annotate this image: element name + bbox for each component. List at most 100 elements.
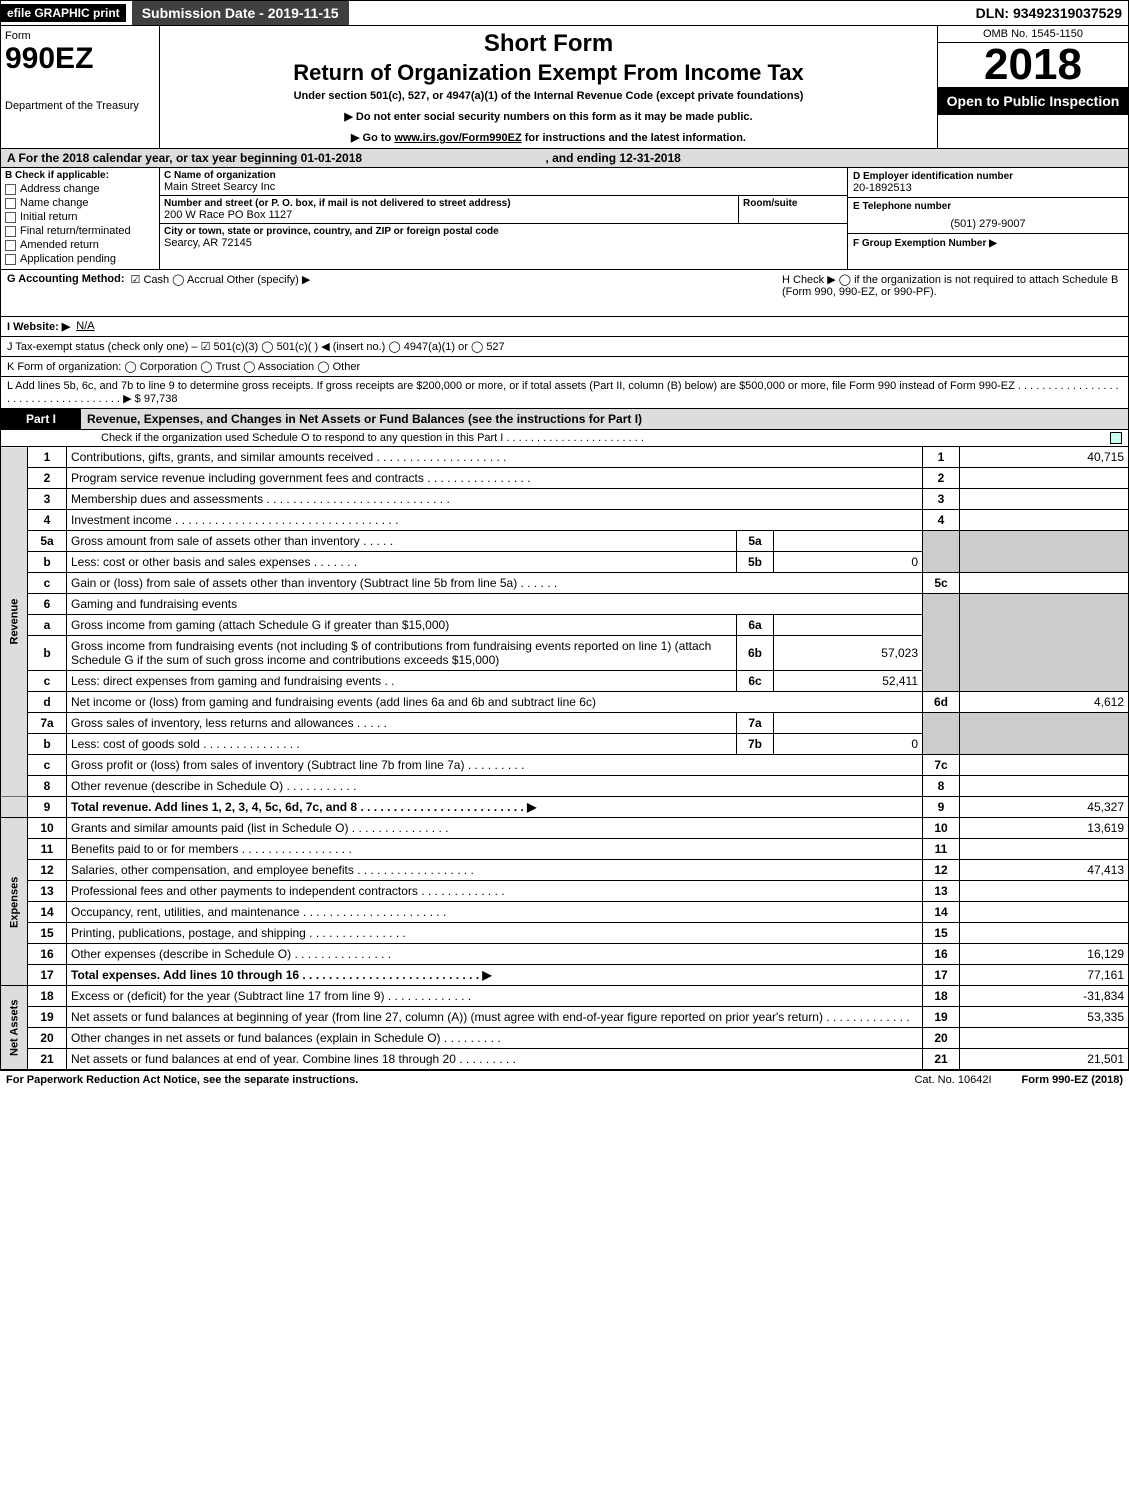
table-row: 8 Other revenue (describe in Schedule O)…: [1, 776, 1129, 797]
line-num: 11: [28, 839, 67, 860]
sub-ref: 7b: [737, 734, 774, 755]
goto-instructions: ▶ Go to www.irs.gov/Form990EZ for instru…: [166, 131, 931, 144]
k-text[interactable]: K Form of organization: ◯ Corporation ◯ …: [7, 360, 360, 373]
netassets-side-label: Net Assets: [1, 986, 28, 1070]
submission-date: Submission Date - 2019-11-15: [132, 1, 349, 25]
table-row: c Gain or (loss) from sale of assets oth…: [1, 573, 1129, 594]
line-desc: Occupancy, rent, utilities, and maintena…: [67, 902, 923, 923]
right-info-col: D Employer identification number 20-1892…: [847, 168, 1128, 269]
form-header: Form 990EZ Department of the Treasury Sh…: [0, 26, 1129, 149]
line-num: 13: [28, 881, 67, 902]
line-num: 6: [28, 594, 67, 615]
check-address-change[interactable]: Address change: [5, 183, 155, 195]
check-name-change[interactable]: Name change: [5, 197, 155, 209]
sub-amount: [774, 531, 923, 552]
table-row: d Net income or (loss) from gaming and f…: [1, 692, 1129, 713]
line-desc: Other changes in net assets or fund bala…: [67, 1028, 923, 1049]
line-desc: Printing, publications, postage, and shi…: [67, 923, 923, 944]
check-application-pending[interactable]: Application pending: [5, 253, 155, 265]
line-desc: Professional fees and other payments to …: [67, 881, 923, 902]
checkbox-icon[interactable]: [5, 254, 16, 265]
room-cell: Room/suite: [739, 196, 847, 224]
table-row: 7a Gross sales of inventory, less return…: [1, 713, 1129, 734]
grey-cell: [960, 713, 1129, 755]
city-value: Searcy, AR 72145: [164, 237, 843, 249]
check-label: Application pending: [20, 253, 116, 265]
checkbox-icon[interactable]: [5, 198, 16, 209]
city-label: City or town, state or province, country…: [164, 226, 843, 237]
sub-ref: 6a: [737, 615, 774, 636]
part1-title: Revenue, Expenses, and Changes in Net As…: [81, 409, 1128, 429]
phone-cell: E Telephone number (501) 279-9007: [848, 198, 1128, 234]
check-final-return[interactable]: Final return/terminated: [5, 225, 155, 237]
line-amount: [960, 573, 1129, 594]
check-header: B Check if applicable:: [5, 170, 155, 181]
table-row: 20 Other changes in net assets or fund b…: [1, 1028, 1129, 1049]
short-form-title: Short Form: [166, 30, 931, 58]
e-label: E Telephone number: [853, 201, 1123, 212]
f-label: F Group Exemption Number ▶: [853, 238, 997, 249]
line-num: 5a: [28, 531, 67, 552]
schedule-o-check-row: Check if the organization used Schedule …: [0, 430, 1129, 447]
g-options[interactable]: ☑ Cash ◯ Accrual Other (specify) ▶: [131, 273, 311, 286]
line-desc: Net income or (loss) from gaming and fun…: [67, 692, 923, 713]
line-amount: [960, 923, 1129, 944]
checkbox-icon[interactable]: [5, 226, 16, 237]
table-row: 12 Salaries, other compensation, and emp…: [1, 860, 1129, 881]
table-row: 3 Membership dues and assessments . . . …: [1, 489, 1129, 510]
line-ref: 19: [923, 1007, 960, 1028]
goto-post: for instructions and the latest informat…: [522, 132, 746, 144]
ein-value: 20-1892513: [853, 182, 1123, 194]
table-row: 14 Occupancy, rent, utilities, and maint…: [1, 902, 1129, 923]
page-footer: For Paperwork Reduction Act Notice, see …: [0, 1070, 1129, 1089]
line-ref: 12: [923, 860, 960, 881]
l-text: L Add lines 5b, 6c, and 7b to line 9 to …: [7, 380, 1119, 405]
line-amount: [960, 902, 1129, 923]
efile-label[interactable]: efile GRAPHIC print: [1, 4, 126, 22]
form-ref: Form 990-EZ (2018): [1022, 1074, 1123, 1086]
dln-label: DLN: 93492319037529: [976, 5, 1128, 21]
table-row: Net Assets 18 Excess or (deficit) for th…: [1, 986, 1129, 1007]
line-ref: 14: [923, 902, 960, 923]
line-num: b: [28, 734, 67, 755]
check-label: Address change: [20, 183, 100, 195]
check-initial-return[interactable]: Initial return: [5, 211, 155, 223]
line-num: c: [28, 573, 67, 594]
line-desc: Grants and similar amounts paid (list in…: [67, 818, 923, 839]
addr-label: Number and street (or P. O. box, if mail…: [164, 198, 734, 209]
sub-amount: 52,411: [774, 671, 923, 692]
table-row-total: 17 Total expenses. Add lines 10 through …: [1, 965, 1129, 986]
checkbox-icon[interactable]: [5, 184, 16, 195]
line-num: d: [28, 692, 67, 713]
line-ref: 20: [923, 1028, 960, 1049]
check-amended-return[interactable]: Amended return: [5, 239, 155, 251]
line-ref: 10: [923, 818, 960, 839]
lines-table: Revenue 1 Contributions, gifts, grants, …: [0, 447, 1129, 1070]
line-ref: 16: [923, 944, 960, 965]
checkbox-icon[interactable]: [5, 212, 16, 223]
period-begin: A For the 2018 calendar year, or tax yea…: [7, 151, 362, 165]
irs-link[interactable]: www.irs.gov/Form990EZ: [394, 132, 521, 144]
line-amount: [960, 839, 1129, 860]
grey-cell: [960, 531, 1129, 573]
row-g-h: G Accounting Method: ☑ Cash ◯ Accrual Ot…: [0, 270, 1129, 317]
line-amount: [960, 489, 1129, 510]
goto-pre: ▶ Go to: [351, 132, 394, 144]
line-desc: Total revenue. Add lines 1, 2, 3, 4, 5c,…: [67, 797, 923, 818]
line-desc: Gross income from fundraising events (no…: [67, 636, 737, 671]
grey-cell: [923, 713, 960, 755]
part1-header: Part I Revenue, Expenses, and Changes in…: [0, 409, 1129, 430]
line-desc: Other revenue (describe in Schedule O) .…: [67, 776, 923, 797]
line-amount: 45,327: [960, 797, 1129, 818]
line-ref: 13: [923, 881, 960, 902]
checkbox-icon[interactable]: [5, 240, 16, 251]
line-ref: 3: [923, 489, 960, 510]
line-amount: 47,413: [960, 860, 1129, 881]
schedule-o-checkbox[interactable]: [1110, 432, 1122, 444]
line-num: c: [28, 671, 67, 692]
grey-cell: [923, 531, 960, 573]
name-address-col: C Name of organization Main Street Searc…: [160, 168, 847, 269]
line-num: 8: [28, 776, 67, 797]
form-number: 990EZ: [5, 42, 155, 76]
j-text[interactable]: J Tax-exempt status (check only one) – ☑…: [7, 340, 505, 353]
